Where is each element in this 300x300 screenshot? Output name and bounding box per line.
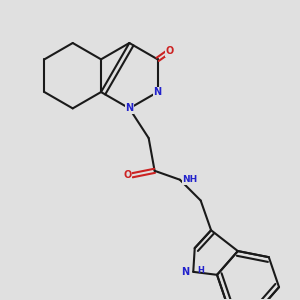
Text: N: N	[182, 267, 190, 277]
Text: O: O	[165, 46, 173, 56]
Text: N: N	[154, 87, 162, 97]
Text: N: N	[125, 103, 134, 113]
Text: O: O	[124, 170, 132, 180]
Text: H: H	[197, 266, 204, 275]
Text: NH: NH	[182, 175, 197, 184]
